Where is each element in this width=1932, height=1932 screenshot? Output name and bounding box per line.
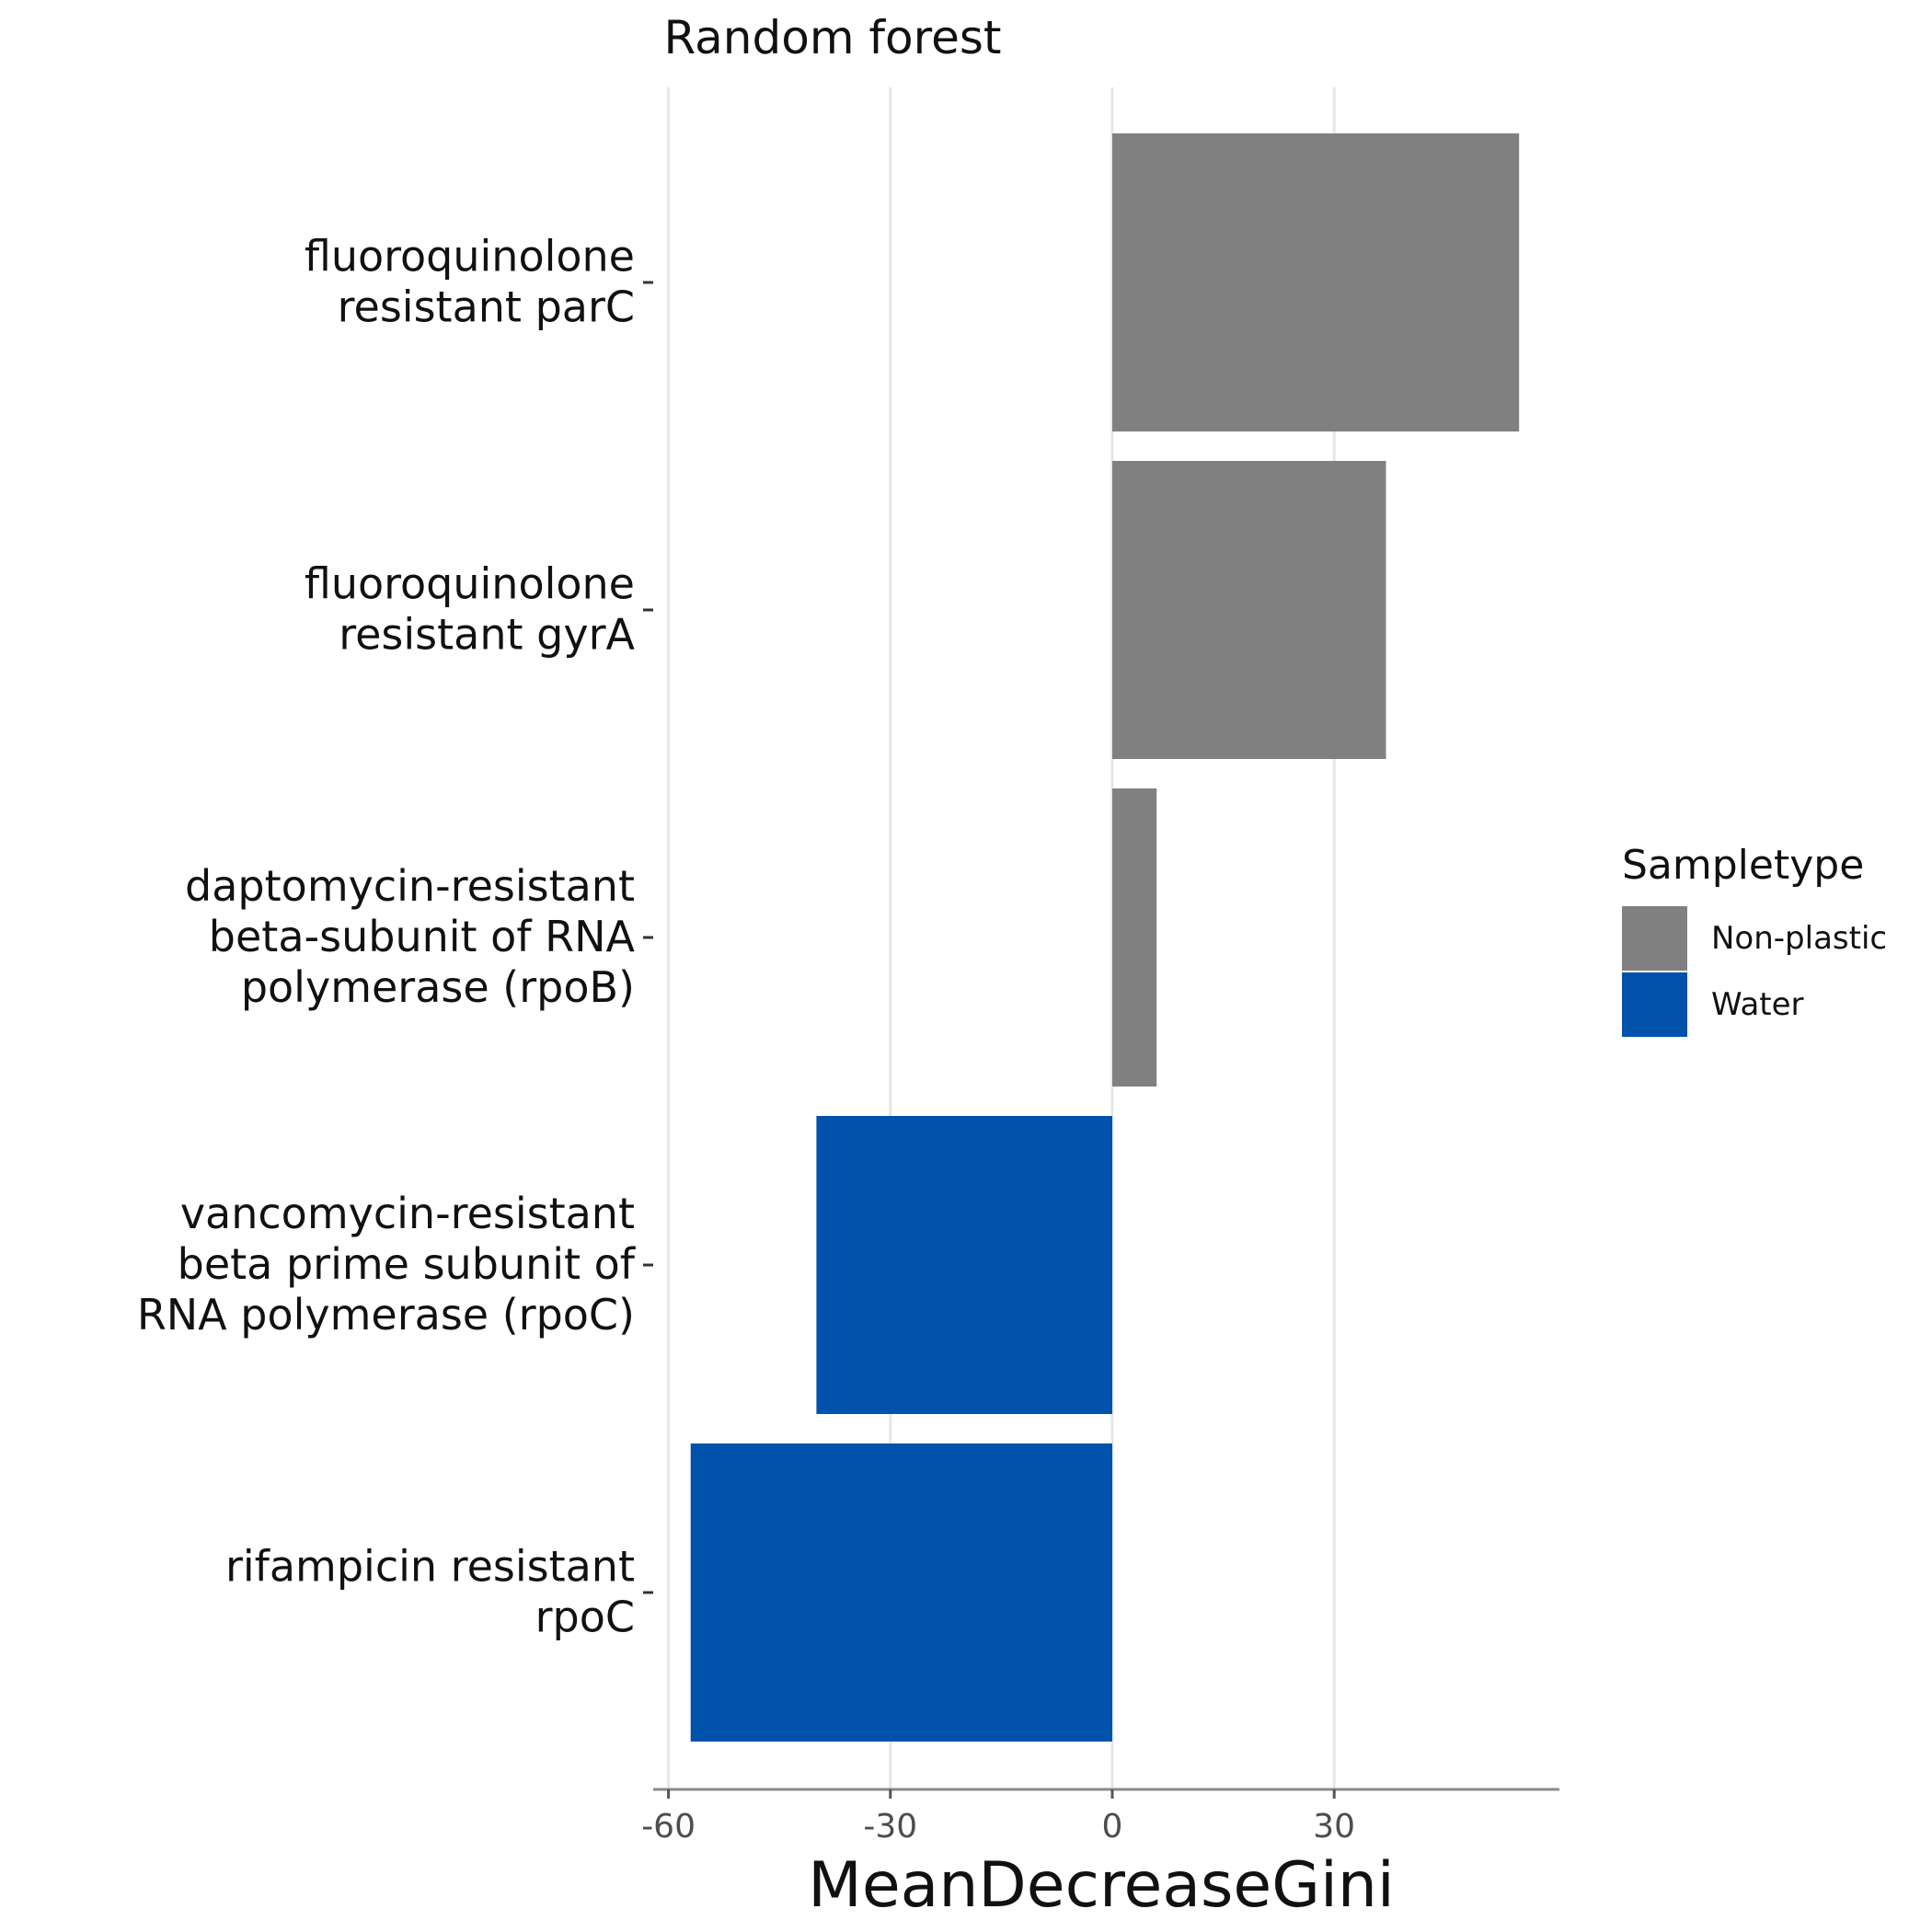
legend-label: Non-plastic: [1711, 920, 1887, 957]
y-tick-label: beta-subunit of RNA: [209, 912, 636, 961]
y-tick-label: rifampicin resistant: [225, 1542, 635, 1592]
legend: Sampletype Non-plastic Water: [1622, 842, 1887, 1037]
y-tick-label: fluoroquinolone: [305, 232, 635, 282]
legend-swatch: [1622, 906, 1687, 971]
bar: [816, 1116, 1112, 1414]
x-tick-label: -60: [641, 1808, 696, 1846]
bar: [1112, 788, 1157, 1087]
legend-label: Water: [1711, 986, 1804, 1023]
x-axis-title: MeanDecreaseGini: [808, 1849, 1395, 1922]
y-tick-label: resistant parC: [338, 282, 635, 332]
x-axis-ticks: -60 -30 0 30: [641, 1789, 1355, 1846]
y-tick-label: rpoC: [535, 1593, 635, 1642]
y-tick-label: fluoroquinolone: [305, 559, 635, 609]
legend-swatch: [1622, 972, 1687, 1037]
x-tick-label: 30: [1313, 1808, 1355, 1846]
bar: [1112, 461, 1386, 759]
legend-title: Sampletype: [1622, 842, 1864, 889]
y-tick-label: resistant gyrA: [339, 610, 635, 660]
x-tick-label: -30: [863, 1808, 917, 1846]
y-tick-label: RNA polymerase (rpoC): [137, 1290, 635, 1340]
bar: [1112, 133, 1520, 431]
bars: [690, 133, 1520, 1742]
y-tick-label: daptomycin-resistant: [185, 861, 635, 911]
bar: [690, 1443, 1112, 1742]
y-tick-label: polymerase (rpoB): [241, 962, 635, 1012]
y-tick-label: beta prime subunit of: [178, 1239, 637, 1289]
y-tick-label: vancomycin-resistant: [180, 1189, 635, 1238]
chart-title: Random forest: [664, 11, 1002, 64]
x-tick-label: 0: [1102, 1808, 1123, 1846]
